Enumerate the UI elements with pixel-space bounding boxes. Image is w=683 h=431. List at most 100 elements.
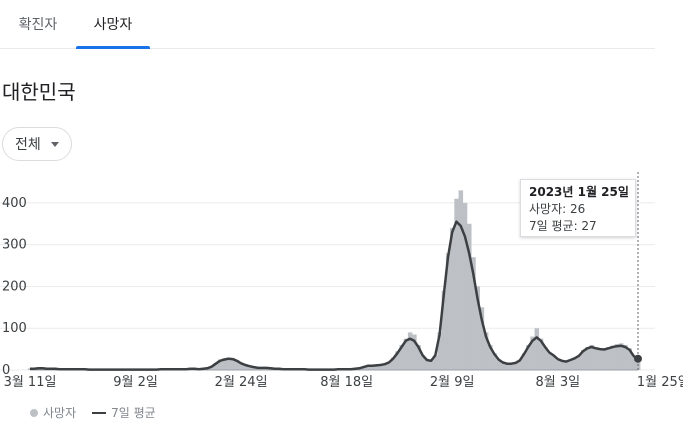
bar	[458, 190, 464, 370]
bar	[526, 344, 531, 370]
bar	[589, 344, 594, 370]
tab-cases-label: 확진자	[18, 17, 58, 33]
bar	[365, 365, 371, 370]
bar	[543, 347, 548, 370]
tooltip-date: 2023년 1월 25일	[529, 185, 629, 199]
bar	[429, 360, 434, 370]
bar	[517, 359, 523, 370]
bar	[547, 353, 552, 370]
bar	[471, 257, 476, 370]
bar	[391, 357, 396, 370]
bar	[234, 359, 240, 370]
bar	[467, 223, 472, 370]
bar	[382, 363, 388, 370]
tab-deaths[interactable]: 사망자	[76, 0, 150, 49]
bar	[602, 349, 607, 370]
x-tick-label: 1월 25일	[637, 375, 683, 390]
tab-cases[interactable]: 확진자	[0, 0, 76, 48]
bar	[555, 359, 561, 370]
period-select[interactable]: 전체	[2, 127, 72, 161]
bar	[251, 367, 257, 370]
bar	[530, 336, 535, 370]
bar	[369, 365, 375, 370]
bar	[462, 202, 468, 370]
x-tick-label: 9월 2일	[113, 375, 158, 390]
bar	[568, 359, 573, 370]
bar	[217, 359, 223, 370]
tooltip-average: 7일 평균: 27	[529, 219, 597, 233]
bar	[403, 338, 409, 370]
bar	[597, 348, 603, 370]
y-tick-label: 400	[2, 196, 27, 211]
y-tick-label: 0	[2, 363, 10, 378]
bar	[513, 362, 518, 370]
bar	[454, 198, 459, 370]
bar	[505, 363, 510, 370]
bar	[551, 355, 556, 370]
bar	[500, 362, 506, 370]
bar	[378, 364, 383, 370]
legend-average-label: 7일 평균	[111, 406, 156, 420]
bar	[538, 338, 544, 370]
bar	[399, 344, 404, 370]
bar	[479, 307, 485, 370]
bar	[445, 253, 451, 370]
bar	[593, 347, 599, 370]
legend-daily-swatch	[30, 408, 38, 417]
legend-average-swatch	[92, 411, 107, 414]
hover-point	[634, 354, 642, 363]
x-tick-label: 2월 9일	[430, 375, 475, 390]
y-tick-label: 200	[2, 279, 27, 294]
bar	[441, 290, 447, 370]
legend-daily-label: 사망자	[43, 406, 77, 420]
x-tick-label: 8월 18일	[320, 375, 373, 390]
bar	[521, 353, 527, 370]
bar	[247, 366, 252, 370]
bar	[631, 356, 637, 370]
bar	[509, 363, 514, 370]
bar	[576, 355, 582, 370]
bar	[437, 332, 442, 370]
bar	[226, 357, 231, 370]
y-tick-label: 100	[2, 321, 27, 336]
bar	[585, 347, 590, 370]
bar	[374, 364, 379, 370]
x-tick-label: 3월 11일	[4, 375, 57, 390]
bar	[407, 332, 413, 370]
bar	[420, 355, 426, 370]
bar	[395, 351, 400, 370]
x-tick-label: 8월 3일	[535, 375, 580, 390]
bar	[433, 355, 438, 370]
chevron-down-icon	[50, 141, 59, 147]
region-title: 대한민국	[2, 80, 76, 104]
bar	[572, 357, 578, 370]
tooltip-daily: 사망자: 26	[529, 202, 586, 216]
bar	[610, 345, 616, 370]
chart-legend: 사망자 7일 평균	[30, 404, 156, 421]
bar	[450, 227, 455, 370]
average-line	[30, 220, 639, 371]
x-tick-label: 2월 24일	[215, 375, 268, 390]
bar	[361, 367, 366, 370]
bar	[564, 361, 569, 370]
active-tab-indicator	[76, 46, 150, 49]
period-select-value: 전체	[15, 137, 41, 153]
bar	[222, 358, 227, 370]
bar	[581, 349, 586, 370]
bar	[239, 362, 244, 370]
bar	[559, 360, 565, 370]
bar	[627, 348, 632, 370]
bar	[230, 357, 236, 370]
chart-tooltip: 2023년 1월 25일 사망자: 26 7일 평균: 27	[520, 179, 636, 237]
bar	[483, 332, 489, 370]
tab-bar: 확진자 사망자	[0, 0, 655, 49]
bar	[496, 359, 502, 370]
tab-deaths-label: 사망자	[93, 17, 133, 33]
bar	[209, 366, 214, 370]
bar	[614, 344, 620, 370]
bar	[213, 362, 219, 370]
bar	[386, 361, 392, 370]
bar	[412, 334, 417, 370]
bar	[424, 359, 430, 370]
bar	[606, 347, 611, 370]
